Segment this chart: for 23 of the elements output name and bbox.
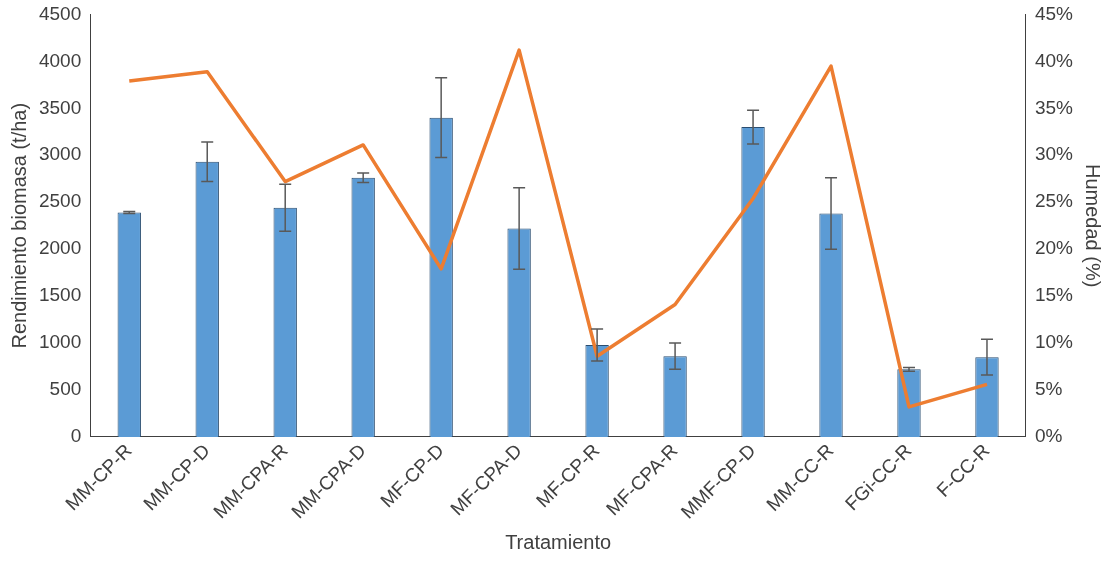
y2-tick-label: 0%	[1034, 425, 1063, 447]
y-tick-label: 500	[49, 378, 82, 400]
y-tick-label: 4000	[38, 49, 82, 71]
y2-tick-label: 35%	[1034, 96, 1074, 118]
y2-tick-label: 20%	[1034, 237, 1074, 259]
y2-axis-title: Humedad (%)	[1082, 163, 1105, 288]
y2-tick-label: 30%	[1034, 143, 1074, 165]
y-tick-label: 3000	[38, 143, 82, 165]
y-axis-title: Rendimiento biomasa (t/ha)	[7, 102, 30, 349]
y2-tick-label: 10%	[1034, 331, 1074, 353]
x-axis-title: Tratamiento	[505, 530, 612, 553]
y-tick-label: 0	[70, 425, 82, 447]
y2-tick-label: 45%	[1034, 2, 1074, 24]
y2-tick-label: 5%	[1034, 378, 1063, 400]
y-tick-label: 4500	[38, 2, 82, 24]
y2-tick-label: 40%	[1034, 49, 1074, 71]
y-tick-label: 1500	[38, 284, 82, 306]
y-tick-label: 3500	[38, 96, 82, 118]
y-tick-label: 2500	[38, 190, 82, 212]
y2-tick-label: 25%	[1034, 190, 1074, 212]
y-tick-label: 2000	[38, 237, 82, 259]
y-tick-label: 1000	[38, 331, 82, 353]
y2-tick-label: 15%	[1034, 284, 1074, 306]
